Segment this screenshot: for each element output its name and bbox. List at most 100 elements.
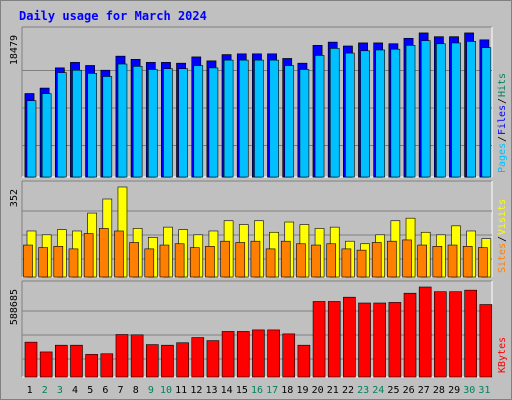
bar-pages [269, 59, 279, 178]
bar-sites [356, 249, 367, 278]
day-label: 2 [42, 385, 48, 396]
bar-pages [451, 42, 461, 178]
bar-sites [462, 246, 473, 278]
day-label: 31 [478, 385, 490, 396]
bar-pages [26, 100, 37, 178]
bar-sites [447, 244, 458, 278]
bar-sites [53, 246, 64, 278]
bar-sites [83, 233, 94, 278]
chart-panels: 18479Pages/Files/Hits352Sites/Visits5886… [9, 26, 508, 378]
legend-label: Files [497, 105, 508, 135]
bar-kbytes [176, 342, 189, 378]
bar-pages [41, 93, 52, 178]
legend-label: / [497, 136, 508, 142]
day-label: 13 [205, 385, 217, 396]
day-label: 25 [387, 385, 399, 396]
day-label: 22 [342, 385, 354, 396]
bar-pages [87, 73, 97, 178]
bar-sites [38, 247, 48, 278]
legend-label: KBytes [497, 337, 508, 373]
bar-pages [223, 59, 234, 178]
legend-label: Pages [497, 143, 508, 173]
day-label: 1 [27, 385, 33, 396]
bar-sites [371, 242, 382, 278]
bar-pages [147, 69, 158, 178]
bar-pages [299, 69, 310, 178]
bar-pages [390, 48, 401, 178]
bar-sites [129, 242, 139, 278]
bar-pages [163, 68, 173, 178]
bar-sites [23, 244, 33, 278]
bar-sites [189, 247, 200, 278]
bar-sites [402, 239, 412, 278]
bar-kbytes [221, 331, 235, 378]
bar-pages [329, 48, 340, 178]
bar-pages [345, 52, 355, 178]
bar-kbytes [388, 302, 402, 378]
bar-sites [220, 240, 230, 278]
bar-sites [235, 242, 246, 278]
bar-pages [102, 76, 113, 178]
day-label: 15 [236, 385, 248, 396]
bar-pages [193, 65, 204, 178]
bar-pages [436, 43, 446, 178]
bar-kbytes [403, 292, 417, 378]
bar-sites [250, 240, 261, 278]
day-label: 9 [148, 385, 154, 396]
bar-sites [432, 246, 443, 278]
day-label: 4 [72, 385, 78, 396]
bar-sites [114, 230, 124, 278]
bar-sites [205, 246, 215, 278]
bar-kbytes [464, 289, 477, 378]
bar-pages [314, 55, 325, 178]
bar-pages [178, 68, 188, 178]
bar-kbytes [358, 302, 371, 378]
chart-title: Daily usage for March 2024 [19, 9, 207, 23]
legend-label: / [497, 98, 508, 104]
bar-kbytes [479, 304, 493, 378]
bar-kbytes [55, 344, 68, 378]
day-label: 7 [118, 385, 124, 396]
bar-sites [478, 247, 488, 278]
bar-sites [280, 240, 291, 278]
bar-kbytes [252, 329, 265, 378]
bar-kbytes [282, 333, 296, 378]
day-label: 26 [403, 385, 415, 396]
bar-sites [265, 248, 276, 278]
bar-pages [420, 40, 431, 178]
day-label: 8 [133, 385, 139, 396]
day-label: 20 [312, 385, 324, 396]
bar-kbytes [70, 344, 83, 378]
bar-kbytes [373, 302, 387, 378]
day-label: 5 [87, 385, 93, 396]
bar-pages [481, 47, 492, 178]
bar-pages [208, 67, 219, 178]
day-label: 21 [327, 385, 339, 396]
bar-kbytes [206, 340, 220, 378]
day-label: 14 [221, 385, 233, 396]
bar-kbytes [434, 291, 447, 378]
bar-pages [238, 59, 249, 178]
bar-pages [132, 66, 143, 178]
legend-label: Hits [497, 73, 508, 97]
bar-sites [417, 244, 427, 278]
bar-sites [174, 243, 185, 278]
day-label: 24 [372, 385, 384, 396]
day-label: 10 [160, 385, 172, 396]
bar-kbytes [100, 353, 114, 378]
bar-sites [296, 243, 306, 278]
day-label: 28 [433, 385, 445, 396]
day-label: 19 [296, 385, 308, 396]
axis-max-label: 352 [9, 189, 20, 207]
bar-pages [284, 65, 295, 178]
bar-pages [360, 50, 370, 178]
bar-sites [387, 240, 397, 278]
bar-pages [375, 49, 386, 178]
day-label: 11 [175, 385, 187, 396]
day-label: 30 [463, 385, 475, 396]
bar-kbytes [161, 344, 174, 378]
panel-kbytes: 588685 KBytes [9, 280, 508, 378]
bar-pages [72, 69, 82, 178]
